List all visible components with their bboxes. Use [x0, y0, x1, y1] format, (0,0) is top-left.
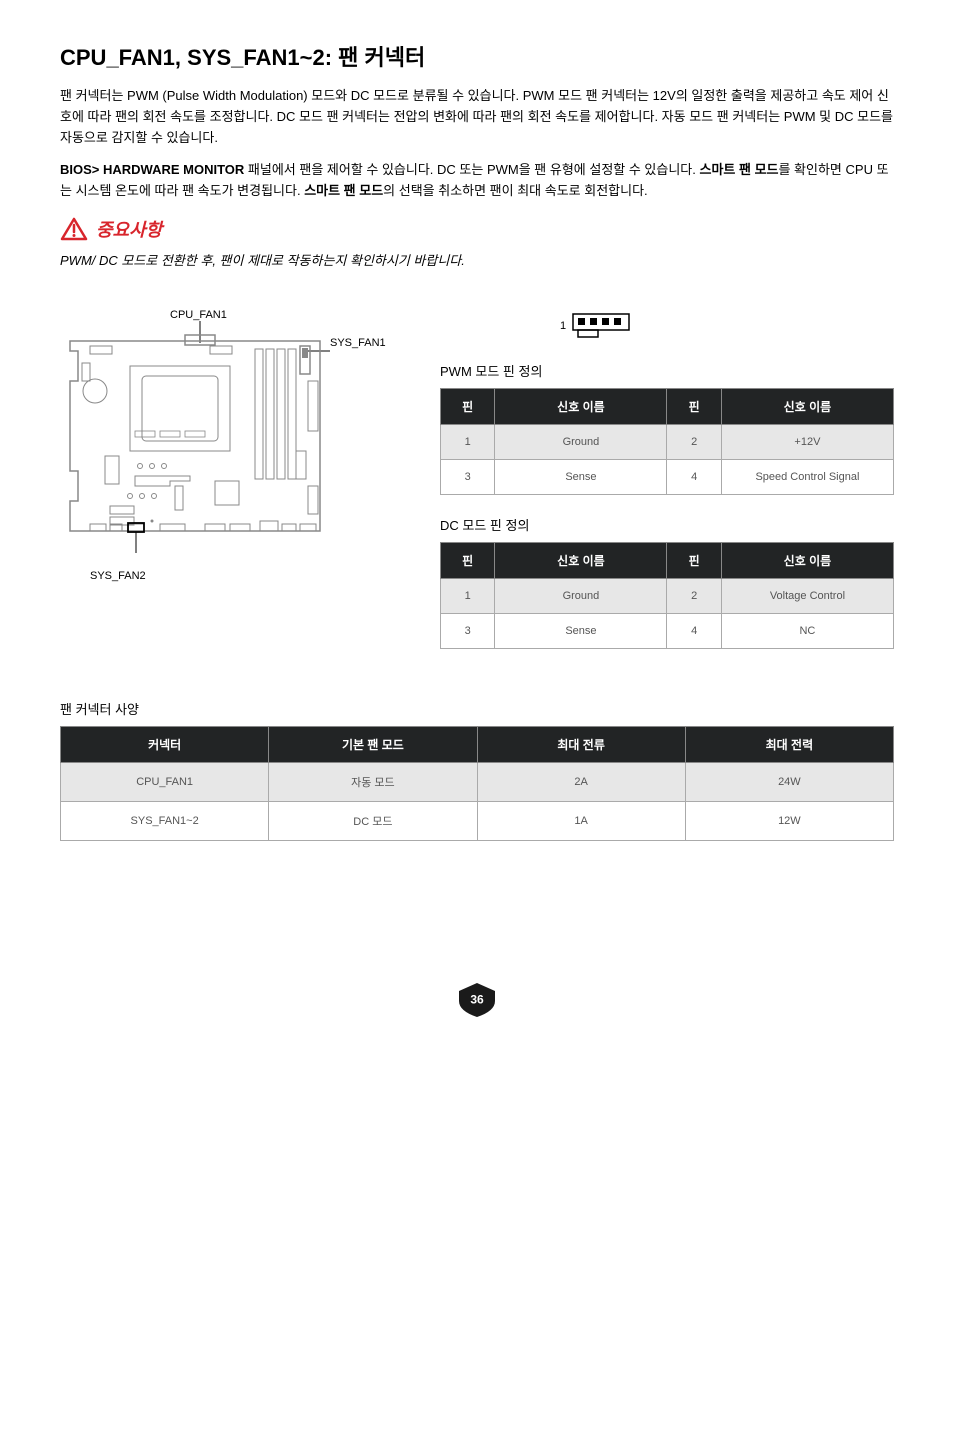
table-cell: 2: [667, 578, 721, 613]
table-cell: 24W: [685, 762, 893, 801]
table-cell: 2A: [477, 762, 685, 801]
sys-fan1-label: SYS_FAN1: [330, 337, 386, 349]
table-cell: 1: [441, 578, 495, 613]
table-cell: Ground: [495, 578, 667, 613]
dc-header: DC 모드 핀 정의: [440, 515, 894, 534]
pwm-table: 핀 신호 이름 핀 신호 이름 1Ground2+12V3Sense4Speed…: [440, 388, 894, 495]
pwm-header: PWM 모드 핀 정의: [440, 361, 894, 380]
warning-icon: [60, 217, 88, 241]
table-cell: 3: [441, 459, 495, 494]
pin-one-label: 1: [560, 320, 566, 332]
paragraph-1: 팬 커넥터는 PWM (Pulse Width Modulation) 모드와 …: [60, 86, 894, 148]
table-cell: Sense: [495, 613, 667, 648]
para2-bold2: 스마트 팬 모드: [700, 162, 779, 177]
table-row: 1Ground2Voltage Control: [441, 578, 894, 613]
cpu-fan1-label: CPU_FAN1: [170, 309, 227, 321]
spec-header: 팬 커넥터 사양: [60, 699, 894, 718]
spec-th-current: 최대 전류: [477, 726, 685, 762]
dc-table: 핀 신호 이름 핀 신호 이름 1Ground2Voltage Control3…: [440, 542, 894, 649]
pin-connector-icon: [572, 313, 630, 339]
para2-text1: 패널에서 팬을 제어할 수 있습니다. DC 또는 PWM을 팬 유형에 설정할…: [244, 162, 699, 177]
table-cell: 3: [441, 613, 495, 648]
dc-th-signal2: 신호 이름: [721, 542, 893, 578]
table-cell: 1: [441, 424, 495, 459]
para2-bold1: BIOS> HARDWARE MONITOR: [60, 162, 244, 177]
para2-text3: 의 선택을 취소하면 팬이 최대 속도로 회전합니다.: [383, 183, 647, 198]
table-row: 3Sense4NC: [441, 613, 894, 648]
table-cell: Voltage Control: [721, 578, 893, 613]
page-title: CPU_FAN1, SYS_FAN1~2: 팬 커넥터: [60, 40, 894, 72]
important-text: PWM/ DC 모드로 전환한 후, 팬이 제대로 작동하는지 확인하시기 바랍…: [60, 250, 894, 269]
diagram-section: CPU_FAN1 SYS_FAN1: [60, 309, 894, 669]
table-cell: DC 모드: [269, 801, 477, 840]
table-row: 3Sense4Speed Control Signal: [441, 459, 894, 494]
motherboard-diagram: [60, 321, 370, 561]
table-row: CPU_FAN1자동 모드2A24W: [61, 762, 894, 801]
sys-fan2-label: SYS_FAN2: [90, 570, 400, 582]
pwm-th-pin2: 핀: [667, 388, 721, 424]
pin-diagram: 1: [560, 313, 894, 339]
spec-section: 팬 커넥터 사양 커넥터 기본 팬 모드 최대 전류 최대 전력 CPU_FAN…: [60, 699, 894, 841]
table-cell: SYS_FAN1~2: [61, 801, 269, 840]
important-label: 중요사항: [96, 216, 162, 242]
table-cell: 자동 모드: [269, 762, 477, 801]
page-badge: 36: [455, 981, 499, 1019]
table-cell: Speed Control Signal: [721, 459, 893, 494]
table-cell: 2: [667, 424, 721, 459]
table-cell: +12V: [721, 424, 893, 459]
pwm-th-signal2: 신호 이름: [721, 388, 893, 424]
table-cell: 1A: [477, 801, 685, 840]
diagram-right: 1 PWM 모드 핀 정의 핀 신호 이름 핀 신호 이름 1Ground2+: [440, 309, 894, 669]
spec-th-connector: 커넥터: [61, 726, 269, 762]
table-cell: 4: [667, 459, 721, 494]
table-cell: Sense: [495, 459, 667, 494]
para2-bold3: 스마트 팬 모드: [304, 183, 383, 198]
table-cell: 4: [667, 613, 721, 648]
dc-th-pin1: 핀: [441, 542, 495, 578]
spec-table: 커넥터 기본 팬 모드 최대 전류 최대 전력 CPU_FAN1자동 모드2A2…: [60, 726, 894, 841]
table-cell: CPU_FAN1: [61, 762, 269, 801]
table-cell: Ground: [495, 424, 667, 459]
important-heading: 중요사항: [60, 216, 894, 242]
table-row: SYS_FAN1~2DC 모드1A12W: [61, 801, 894, 840]
pwm-th-pin1: 핀: [441, 388, 495, 424]
paragraph-2: BIOS> HARDWARE MONITOR 패널에서 팬을 제어할 수 있습니…: [60, 160, 894, 202]
pwm-th-signal1: 신호 이름: [495, 388, 667, 424]
spec-th-mode: 기본 팬 모드: [269, 726, 477, 762]
table-cell: 12W: [685, 801, 893, 840]
spec-th-power: 최대 전력: [685, 726, 893, 762]
table-row: 1Ground2+12V: [441, 424, 894, 459]
dc-th-signal1: 신호 이름: [495, 542, 667, 578]
diagram-left: CPU_FAN1 SYS_FAN1: [60, 309, 400, 669]
table-cell: NC: [721, 613, 893, 648]
dc-th-pin2: 핀: [667, 542, 721, 578]
page-number: 36: [470, 992, 483, 1006]
